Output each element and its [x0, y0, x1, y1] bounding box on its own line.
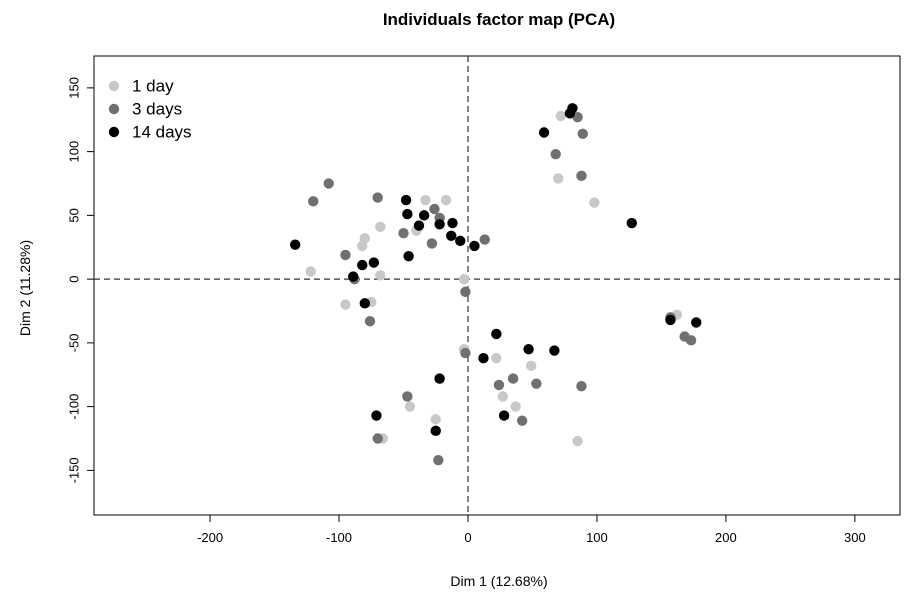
point-series-1 — [372, 192, 383, 203]
point-series-0 — [510, 401, 521, 412]
x-tick-label: 300 — [844, 530, 866, 545]
y-axis-label: Dim 2 (11.28%) — [17, 240, 33, 336]
point-series-0 — [375, 221, 386, 233]
point-series-1 — [426, 238, 438, 249]
point-series-2 — [289, 239, 301, 250]
point-series-1 — [577, 128, 588, 139]
point-series-2 — [403, 250, 414, 262]
point-series-2 — [348, 271, 359, 282]
x-axis-label: Dim 1 (12.68%) — [450, 573, 547, 589]
point-series-1 — [685, 335, 697, 346]
point-series-0 — [359, 233, 371, 244]
point-series-1 — [576, 170, 587, 182]
point-series-2 — [418, 210, 430, 221]
point-series-1 — [398, 228, 409, 239]
point-series-2 — [469, 240, 480, 252]
point-series-2 — [455, 235, 466, 247]
point-series-1 — [364, 316, 376, 327]
point-series-1 — [493, 379, 505, 391]
point-series-2 — [478, 352, 489, 364]
point-series-1 — [572, 112, 583, 123]
point-series-0 — [458, 273, 470, 285]
point-series-1 — [550, 148, 561, 160]
point-series-0 — [375, 270, 386, 281]
point-series-2 — [567, 103, 578, 114]
point-series-2 — [498, 410, 510, 421]
y-tick-label: 150 — [67, 77, 82, 99]
legend: 1 day 3 days 14 days — [108, 77, 192, 142]
point-series-2 — [357, 259, 368, 271]
y-axis: -150 -100 -50 0 50 100 150 — [67, 77, 94, 483]
x-tick-label: 100 — [586, 530, 608, 545]
legend-label: 14 days — [132, 123, 192, 142]
legend-marker — [108, 103, 120, 115]
x-tick-label: -100 — [326, 530, 352, 545]
point-series-2 — [402, 208, 413, 220]
point-series-2 — [665, 314, 676, 326]
point-series-0 — [572, 435, 583, 447]
point-series-0 — [525, 360, 537, 372]
point-series-2 — [413, 220, 425, 231]
point-series-0 — [420, 194, 431, 206]
point-series-1 — [433, 454, 444, 466]
point-series-1 — [402, 391, 413, 402]
point-series-2 — [446, 230, 457, 241]
point-series-0 — [491, 352, 502, 364]
point-series-1 — [340, 249, 351, 261]
legend-marker — [108, 80, 120, 92]
point-series-2 — [368, 257, 380, 268]
point-series-0 — [440, 194, 452, 206]
point-series-0 — [305, 266, 316, 277]
point-series-1 — [323, 178, 334, 189]
point-series-0 — [589, 197, 600, 208]
point-series-2 — [538, 127, 550, 138]
y-tick-label: -100 — [67, 394, 82, 420]
point-series-0 — [340, 299, 351, 310]
point-series-1 — [308, 196, 319, 207]
x-tick-label: 0 — [464, 530, 471, 545]
y-tick-label: 0 — [67, 276, 82, 283]
y-tick-label: -150 — [67, 457, 82, 483]
point-series-2 — [491, 328, 502, 340]
point-series-0 — [404, 401, 416, 412]
point-series-1 — [507, 373, 519, 384]
legend-label: 1 day — [132, 77, 174, 96]
point-series-0 — [497, 391, 509, 402]
x-axis: -200 -100 0 100 200 300 — [197, 515, 866, 545]
point-series-2 — [371, 410, 382, 421]
point-series-0 — [430, 414, 441, 425]
point-series-1 — [460, 347, 471, 359]
point-series-2 — [430, 425, 441, 437]
chart-title: Individuals factor map (PCA) — [383, 10, 615, 29]
point-series-2 — [691, 317, 702, 328]
point-series-2 — [359, 298, 371, 309]
point-series-2 — [523, 344, 534, 355]
point-series-1 — [479, 234, 490, 245]
plot-area-frame — [93, 55, 901, 516]
point-series-2 — [400, 194, 412, 206]
point-series-2 — [549, 345, 560, 356]
point-series-2 — [434, 219, 445, 230]
point-series-1 — [531, 378, 542, 389]
data-points — [289, 103, 702, 466]
y-tick-label: 50 — [67, 208, 82, 222]
legend-marker — [108, 126, 120, 138]
point-series-0 — [555, 110, 567, 122]
point-series-0 — [553, 173, 564, 184]
point-series-1 — [429, 203, 440, 215]
point-series-2 — [626, 217, 637, 229]
point-series-2 — [447, 217, 458, 229]
legend-label: 3 days — [132, 100, 182, 119]
x-tick-label: -200 — [197, 530, 223, 545]
point-series-2 — [434, 373, 445, 384]
point-series-1 — [372, 433, 383, 444]
point-series-1 — [576, 381, 587, 392]
x-tick-label: 200 — [715, 530, 737, 545]
point-series-1 — [516, 415, 528, 426]
y-tick-label: 100 — [67, 141, 82, 163]
y-tick-label: -50 — [67, 333, 82, 352]
point-series-1 — [460, 286, 471, 298]
